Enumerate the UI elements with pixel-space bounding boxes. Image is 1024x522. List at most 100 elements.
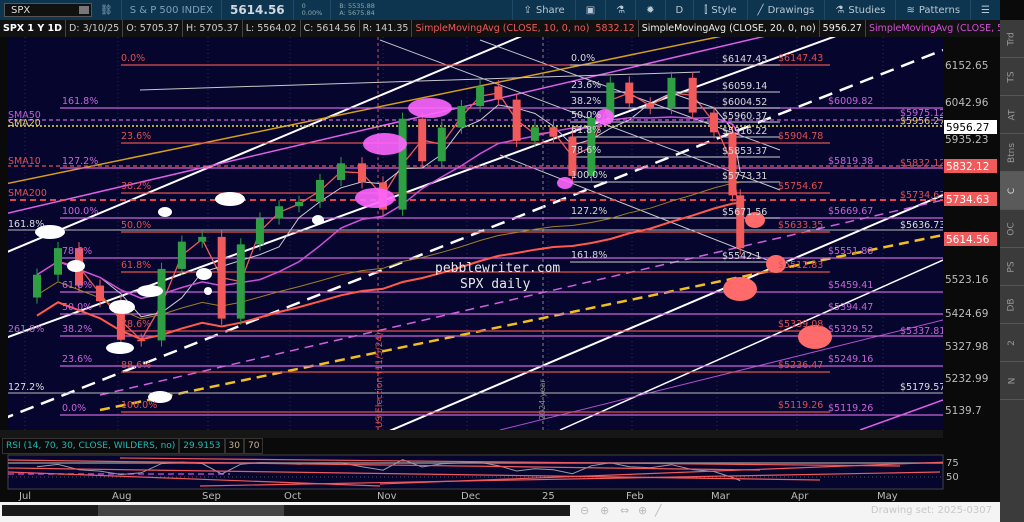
candle[interactable] [255, 218, 264, 245]
candle[interactable] [606, 82, 615, 119]
candle[interactable] [198, 236, 207, 242]
candle[interactable] [457, 106, 466, 128]
Patterns-button[interactable]: ≋ Patterns [895, 0, 970, 20]
link-icon[interactable]: ⛓ [100, 4, 113, 16]
candle[interactable] [688, 77, 697, 113]
rsi-panel[interactable] [7, 454, 944, 490]
candle[interactable] [736, 195, 745, 249]
candle[interactable] [116, 301, 125, 340]
draw-line-icon[interactable]: ╱ [655, 504, 662, 517]
dashed-trend-line[interactable] [0, 48, 943, 420]
drawing-set[interactable]: Drawing set: 2025-0307 [870, 505, 992, 516]
menu-button[interactable]: ☰ [970, 0, 1000, 20]
candle[interactable] [512, 99, 521, 141]
price-chart[interactable]: 0.0% $6147.43 23.6% $5904.78 38.2% $5754.67 50… [0, 0, 1000, 502]
candle[interactable] [177, 241, 186, 269]
fib-red-price: $5339.08 [778, 319, 823, 330]
sma10-study[interactable]: SimpleMovingAvg (CLOSE, 10, 0, no) [415, 23, 590, 34]
candle[interactable] [217, 236, 226, 319]
candle[interactable] [358, 163, 366, 183]
symbol-input[interactable]: SPX [4, 3, 92, 17]
candle[interactable] [337, 163, 345, 181]
candle[interactable] [587, 118, 596, 176]
chevron-down-icon[interactable] [79, 6, 89, 14]
candle[interactable] [33, 274, 41, 298]
horizontal-scrollbar[interactable] [2, 505, 370, 516]
sidebar-tab-n[interactable]: N [1000, 362, 1024, 400]
candle[interactable] [728, 132, 737, 196]
pan-icon[interactable]: ⇔ [620, 504, 630, 517]
election-label: US Election (11/5/24) [375, 332, 385, 428]
button-label: D [675, 4, 684, 16]
sidebar-tab-db[interactable]: DB [1000, 286, 1024, 324]
candle[interactable] [96, 285, 104, 302]
zoom-in-icon[interactable]: ⊕ [600, 504, 610, 517]
sidebar-tab-c[interactable]: C [1000, 172, 1024, 210]
channel-line[interactable] [0, 20, 560, 255]
candle[interactable] [667, 77, 676, 109]
time-tick: Apr [791, 491, 809, 502]
channel-line[interactable] [380, 194, 943, 435]
candle[interactable] [275, 206, 284, 219]
candle[interactable] [530, 127, 539, 141]
button-label: Drawings [767, 4, 815, 16]
candle[interactable] [398, 118, 407, 210]
fib-purple-price: $5819.38 [828, 156, 873, 167]
candle[interactable] [494, 86, 503, 100]
candle[interactable] [646, 103, 655, 109]
info-open: O: 5705.37 [123, 20, 184, 37]
sma200-price: $5734.63 [900, 190, 945, 201]
scrollbar-track[interactable] [284, 505, 570, 516]
Drawings-button[interactable]: ╱ Drawings [746, 0, 825, 20]
fib-white-price: $6147.43 [722, 54, 767, 65]
candle[interactable] [437, 127, 446, 162]
info-date: D: 3/10/25 [66, 20, 124, 37]
Studies-button[interactable]: ⚗ Studies [824, 0, 895, 20]
watermark-title: SPX daily [460, 277, 531, 292]
gold-trend-line [8, 37, 722, 185]
alert-icon: ▣ [585, 4, 596, 16]
fib-red-pct: 78.6% [121, 319, 151, 330]
candle[interactable] [316, 180, 324, 202]
candle[interactable] [476, 86, 485, 107]
sidebar-tab-2[interactable]: 2 [1000, 324, 1024, 362]
gear-button[interactable]: ✹ [635, 0, 664, 20]
fib-white-price: $6004.52 [722, 97, 767, 108]
candle[interactable] [236, 244, 245, 319]
candle[interactable] [295, 201, 303, 207]
tab-label: PS [1006, 260, 1017, 273]
candle[interactable] [549, 127, 558, 137]
alert-button[interactable]: ▣ [574, 0, 605, 20]
candle[interactable] [418, 118, 427, 162]
info-high: H: 5705.37 [183, 20, 243, 37]
rsi-tick-75: 75 [946, 458, 959, 469]
time-tick: Sep [202, 491, 221, 502]
fib-red-price: $6147.43 [778, 53, 823, 64]
channel-line[interactable] [559, 259, 943, 430]
sidebar-tab-trd[interactable]: Trd [1000, 20, 1024, 58]
candle[interactable] [137, 339, 146, 342]
zoom-out-icon[interactable]: ⊖ [580, 504, 590, 517]
sidebar-tab-oc[interactable]: OC [1000, 210, 1024, 248]
fib-white-pct: 61.8% [571, 125, 601, 136]
candle[interactable] [54, 248, 62, 275]
candle[interactable] [709, 112, 718, 133]
candle[interactable] [157, 268, 166, 341]
flask-button[interactable]: ⚗ [605, 0, 635, 20]
scrollbar-thumb[interactable] [98, 505, 370, 516]
fib-purple-pct: 0.0% [62, 403, 86, 414]
Share-button[interactable]: ⇪ Share [512, 0, 574, 20]
sidebar-tab-at[interactable]: AT [1000, 96, 1024, 134]
sma20-study[interactable]: SimpleMovingAvg (CLOSE, 20, 0, no) [639, 20, 820, 37]
sidebar-tab-ps[interactable]: PS [1000, 248, 1024, 286]
rsi-study-label[interactable]: RSI (14, 70, 30, CLOSE, WILDERS, no) [2, 438, 180, 454]
fib-gray-pct: 127.2% [8, 382, 44, 393]
sidebar-tab-btns[interactable]: Btns [1000, 134, 1024, 172]
sidebar-tab-ts[interactable]: TS [1000, 58, 1024, 96]
D-button[interactable]: D [664, 0, 694, 20]
candle[interactable] [568, 136, 577, 176]
Style-button[interactable]: ⫿ Style [693, 0, 746, 20]
crosshair-icon[interactable]: ⊕ [638, 504, 648, 517]
candle[interactable] [625, 82, 634, 104]
sma50-study[interactable]: SimpleMovingAvg (CLOSE, 50, 0, no) [866, 20, 1024, 37]
